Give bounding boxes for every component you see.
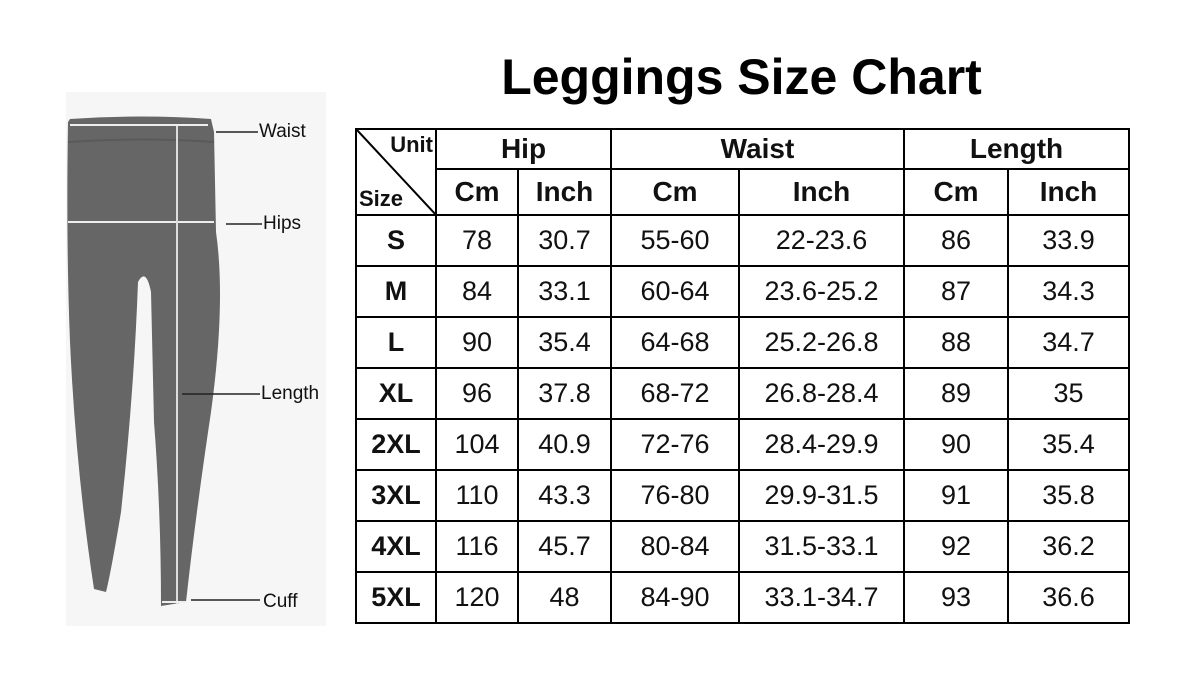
value-cell-waist-in: 23.6-25.2 bbox=[738, 265, 905, 318]
waist-label: Waist bbox=[259, 121, 306, 142]
size-cell: XL bbox=[355, 367, 437, 420]
table-row: 5XL 120 48 84-90 33.1-34.7 93 36.6 bbox=[355, 571, 1130, 624]
unit-header: Inch bbox=[517, 168, 612, 216]
value-cell-waist-cm: 55-60 bbox=[610, 214, 740, 267]
value-cell-len-in: 35 bbox=[1007, 367, 1130, 420]
group-header-waist: Waist bbox=[610, 128, 905, 170]
value-cell-hip-cm: 78 bbox=[435, 214, 519, 267]
size-cell: M bbox=[355, 265, 437, 318]
value-cell-waist-in: 31.5-33.1 bbox=[738, 520, 905, 573]
value-cell-hip-in: 45.7 bbox=[517, 520, 612, 573]
value-cell-hip-cm: 84 bbox=[435, 265, 519, 318]
unit-header: Cm bbox=[435, 168, 519, 216]
value-cell-len-cm: 93 bbox=[903, 571, 1009, 624]
value-cell-waist-in: 29.9-31.5 bbox=[738, 469, 905, 522]
corner-cell: Unit Size bbox=[355, 128, 437, 216]
value-cell-len-in: 36.2 bbox=[1007, 520, 1130, 573]
table-row: S 78 30.7 55-60 22-23.6 86 33.9 bbox=[355, 214, 1130, 267]
value-cell-waist-in: 22-23.6 bbox=[738, 214, 905, 267]
unit-header: Inch bbox=[738, 168, 905, 216]
value-cell-len-in: 34.3 bbox=[1007, 265, 1130, 318]
value-cell-hip-cm: 120 bbox=[435, 571, 519, 624]
value-cell-waist-cm: 80-84 bbox=[610, 520, 740, 573]
corner-size-label: Size bbox=[359, 186, 404, 211]
value-cell-len-in: 33.9 bbox=[1007, 214, 1130, 267]
value-cell-len-cm: 91 bbox=[903, 469, 1009, 522]
leggings-measurement-figure: Waist Hips Length Cuff bbox=[66, 92, 326, 626]
table-row: L 90 35.4 64-68 25.2-26.8 88 34.7 bbox=[355, 316, 1130, 369]
value-cell-waist-cm: 76-80 bbox=[610, 469, 740, 522]
unit-header: Cm bbox=[903, 168, 1009, 216]
value-cell-waist-in: 26.8-28.4 bbox=[738, 367, 905, 420]
value-cell-hip-cm: 96 bbox=[435, 367, 519, 420]
size-cell: 3XL bbox=[355, 469, 437, 522]
value-cell-len-cm: 88 bbox=[903, 316, 1009, 369]
value-cell-len-cm: 87 bbox=[903, 265, 1009, 318]
size-cell: 5XL bbox=[355, 571, 437, 624]
size-cell: 2XL bbox=[355, 418, 437, 471]
length-label: Length bbox=[261, 383, 320, 404]
cuff-label: Cuff bbox=[263, 591, 298, 612]
size-cell: 4XL bbox=[355, 520, 437, 573]
page-title: Leggings Size Chart bbox=[501, 49, 982, 105]
value-cell-hip-cm: 116 bbox=[435, 520, 519, 573]
value-cell-hip-cm: 104 bbox=[435, 418, 519, 471]
value-cell-waist-in: 28.4-29.9 bbox=[738, 418, 905, 471]
table-row: 4XL 116 45.7 80-84 31.5-33.1 92 36.2 bbox=[355, 520, 1130, 573]
value-cell-hip-in: 37.8 bbox=[517, 367, 612, 420]
table-row: M 84 33.1 60-64 23.6-25.2 87 34.3 bbox=[355, 265, 1130, 318]
value-cell-waist-in: 33.1-34.7 bbox=[738, 571, 905, 624]
corner-unit-label: Unit bbox=[390, 132, 433, 157]
value-cell-len-cm: 92 bbox=[903, 520, 1009, 573]
value-cell-hip-in: 43.3 bbox=[517, 469, 612, 522]
value-cell-waist-in: 25.2-26.8 bbox=[738, 316, 905, 369]
value-cell-hip-in: 30.7 bbox=[517, 214, 612, 267]
table-row: XL 96 37.8 68-72 26.8-28.4 89 35 bbox=[355, 367, 1130, 420]
size-table: Unit Size Hip Waist Length Cm Inch Cm In… bbox=[355, 128, 1130, 624]
group-header-length: Length bbox=[903, 128, 1130, 170]
value-cell-len-in: 35.8 bbox=[1007, 469, 1130, 522]
table-row: 2XL 104 40.9 72-76 28.4-29.9 90 35.4 bbox=[355, 418, 1130, 471]
value-cell-hip-cm: 110 bbox=[435, 469, 519, 522]
value-cell-hip-in: 35.4 bbox=[517, 316, 612, 369]
value-cell-hip-cm: 90 bbox=[435, 316, 519, 369]
value-cell-len-cm: 89 bbox=[903, 367, 1009, 420]
group-header-hip: Hip bbox=[435, 128, 612, 170]
value-cell-hip-in: 48 bbox=[517, 571, 612, 624]
unit-header: Cm bbox=[610, 168, 740, 216]
value-cell-hip-in: 40.9 bbox=[517, 418, 612, 471]
value-cell-waist-cm: 64-68 bbox=[610, 316, 740, 369]
hips-label: Hips bbox=[263, 213, 302, 234]
size-cell: S bbox=[355, 214, 437, 267]
value-cell-waist-cm: 84-90 bbox=[610, 571, 740, 624]
value-cell-hip-in: 33.1 bbox=[517, 265, 612, 318]
leggings-illustration bbox=[67, 116, 262, 606]
value-cell-len-in: 35.4 bbox=[1007, 418, 1130, 471]
value-cell-len-in: 36.6 bbox=[1007, 571, 1130, 624]
value-cell-waist-cm: 72-76 bbox=[610, 418, 740, 471]
unit-header: Inch bbox=[1007, 168, 1130, 216]
value-cell-waist-cm: 60-64 bbox=[610, 265, 740, 318]
size-cell: L bbox=[355, 316, 437, 369]
value-cell-len-in: 34.7 bbox=[1007, 316, 1130, 369]
value-cell-len-cm: 86 bbox=[903, 214, 1009, 267]
value-cell-waist-cm: 68-72 bbox=[610, 367, 740, 420]
value-cell-len-cm: 90 bbox=[903, 418, 1009, 471]
table-row: 3XL 110 43.3 76-80 29.9-31.5 91 35.8 bbox=[355, 469, 1130, 522]
